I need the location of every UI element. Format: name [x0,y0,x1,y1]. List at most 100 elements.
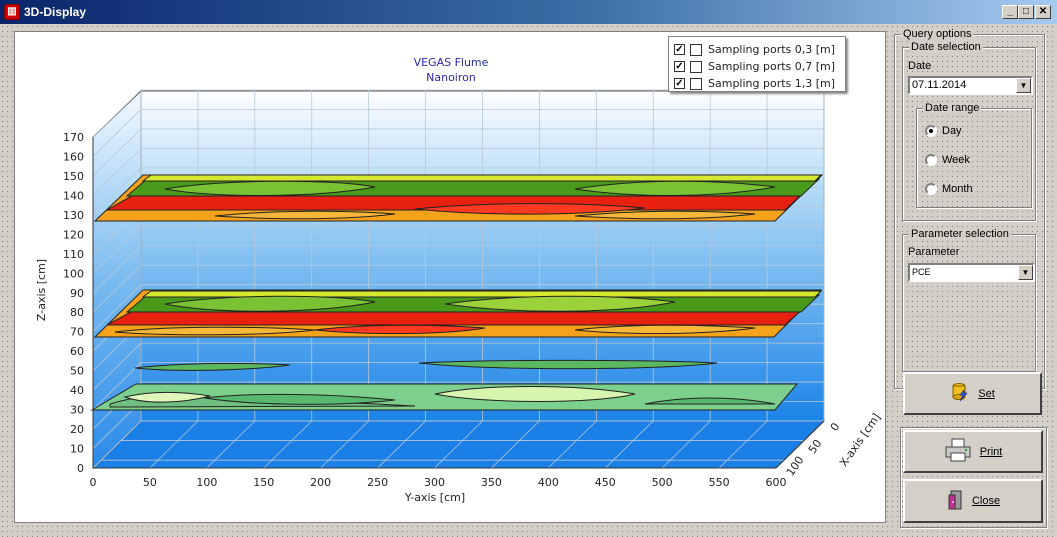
title-bar: ▥ 3D-Display _ □ ✕ [0,0,1057,24]
radio-day[interactable]: Day [925,125,962,137]
radio-month-label: Month [942,183,973,195]
z-tick-label: 170 [63,131,84,144]
legend-item-1-3[interactable]: ✓ Sampling ports 1,3 [m] [669,75,845,92]
legend-swatch-icon [690,77,702,90]
printer-icon [944,438,972,465]
legend-label: Sampling ports 1,3 [m] [708,77,836,90]
legend-checkbox-1-3[interactable]: ✓ [674,78,685,89]
chevron-down-icon[interactable]: ▼ [1016,78,1031,93]
z-tick-label: 160 [63,150,84,163]
y-axis-label: Y-axis [cm] [404,491,465,504]
y-tick-label: 400 [538,476,559,489]
z-tick-label: 30 [70,404,84,417]
date-label: Date [908,60,932,72]
y-tick-label: 0 [90,476,97,489]
parameter-value: PCE [912,267,931,277]
radio-week-dot[interactable] [925,154,937,166]
z-tick-label: 130 [63,209,84,222]
x-tick-label: 50 [806,437,825,456]
z-tick-label: 150 [63,170,84,183]
chart-title-line2: Nanoiron [426,71,476,84]
z-tick-label: 120 [63,228,84,241]
y-tick-label: 200 [310,476,331,489]
date-selection-label: Date selection [909,41,983,53]
chart-title-line1: VEGAS Flume [414,56,489,69]
minimize-button[interactable]: _ [1002,5,1018,19]
radio-week[interactable]: Week [925,154,970,166]
legend-label: Sampling ports 0,3 [m] [708,43,836,56]
left-wall [92,89,142,470]
actions-frame [900,427,1047,528]
parameter-selection-group: Parameter selection Parameter PCE ▼ [902,228,1036,372]
y-tick-label: 500 [652,476,673,489]
z-tick-label: 70 [70,326,84,339]
surface-layer-45 [134,359,718,371]
z-tick-label: 60 [70,345,84,358]
legend-checkbox-0-3[interactable]: ✓ [674,44,685,55]
chart-3d: VEGAS Flume Nanoiron 0 10 20 30 40 50 60 70 80 90… [35,56,883,504]
parameter-selection-label: Parameter selection [909,228,1011,240]
y-tick-label: 600 [766,476,787,489]
z-tick-label: 20 [70,423,84,436]
app-icon: ▥ [4,4,20,20]
z-tick-label: 80 [70,306,84,319]
date-select[interactable]: 07.11.2014 ▼ [908,76,1033,95]
database-lightning-icon [950,382,970,405]
legend-checkbox-0-7[interactable]: ✓ [674,61,685,72]
y-axis-ticks: 0 50 100 150 200 250 300 350 400 450 500 550 600 [90,476,787,489]
close-window-button[interactable]: ✕ [1035,5,1051,19]
window-title: 3D-Display [24,5,87,19]
window-client: VEGAS Flume Nanoiron 0 10 20 30 40 50 60 70 80 90… [0,24,1057,537]
radio-day-label: Day [942,125,962,137]
z-tick-label: 10 [70,443,84,456]
z-axis-label: Z-axis [cm] [35,259,48,321]
z-tick-label: 50 [70,365,84,378]
parameter-select[interactable]: PCE ▼ [908,263,1035,282]
y-tick-label: 100 [196,476,217,489]
set-label: Set [978,387,995,400]
y-tick-label: 50 [143,476,157,489]
surface-layer-70 [93,289,823,338]
date-value: 07.11.2014 [912,79,967,91]
legend-swatch-icon [690,60,702,73]
door-exit-icon [946,490,964,513]
z-tick-label: 110 [63,248,84,261]
query-options-label: Query options [901,28,974,40]
x-tick-label: 0 [828,420,843,433]
y-tick-label: 300 [424,476,445,489]
legend-item-0-3[interactable]: ✓ Sampling ports 0,3 [m] [669,41,845,58]
x-axis-label: X-axis [cm] [837,411,883,469]
y-tick-label: 550 [709,476,730,489]
z-tick-label: 40 [70,384,84,397]
date-range-label: Date range [923,102,982,114]
close-label: Close [971,495,1001,507]
set-button[interactable]: Set [903,372,1042,415]
radio-day-dot[interactable] [925,125,937,137]
chart-legend: ✓ Sampling ports 0,3 [m] ✓ Sampling port… [668,36,846,92]
chart-panel: VEGAS Flume Nanoiron 0 10 20 30 40 50 60 70 80 90… [14,31,886,523]
legend-label: Sampling ports 0,7 [m] [708,60,836,73]
parameter-label: Parameter [908,246,960,258]
chevron-down-icon[interactable]: ▼ [1018,265,1033,280]
print-label: Print [979,445,1003,458]
close-button[interactable]: Close [903,479,1043,523]
y-tick-label: 250 [367,476,388,489]
z-tick-label: 90 [70,287,84,300]
maximize-button[interactable]: □ [1018,5,1034,19]
z-tick-label: 140 [63,189,84,202]
surface-layer-30 [90,383,799,411]
date-range-group: Date range Day Week Month [916,102,1032,208]
radio-week-label: Week [942,154,970,166]
radio-month[interactable]: Month [925,183,973,195]
radio-month-dot[interactable] [925,183,937,195]
print-button[interactable]: Print [903,430,1043,473]
surface-layer-130 [93,174,824,222]
y-tick-label: 150 [253,476,274,489]
query-options-group: Query options Date selection Date 07.11.… [894,28,1045,389]
legend-item-0-7[interactable]: ✓ Sampling ports 0,7 [m] [669,58,845,75]
y-tick-label: 450 [595,476,616,489]
date-selection-group: Date selection Date 07.11.2014 ▼ Date ra… [902,41,1036,221]
z-tick-label: 0 [77,462,84,475]
z-tick-label: 100 [63,267,84,280]
z-axis-ticks: 0 10 20 30 40 50 60 70 80 90 100 110 120 130 140 150 160… [63,131,84,475]
